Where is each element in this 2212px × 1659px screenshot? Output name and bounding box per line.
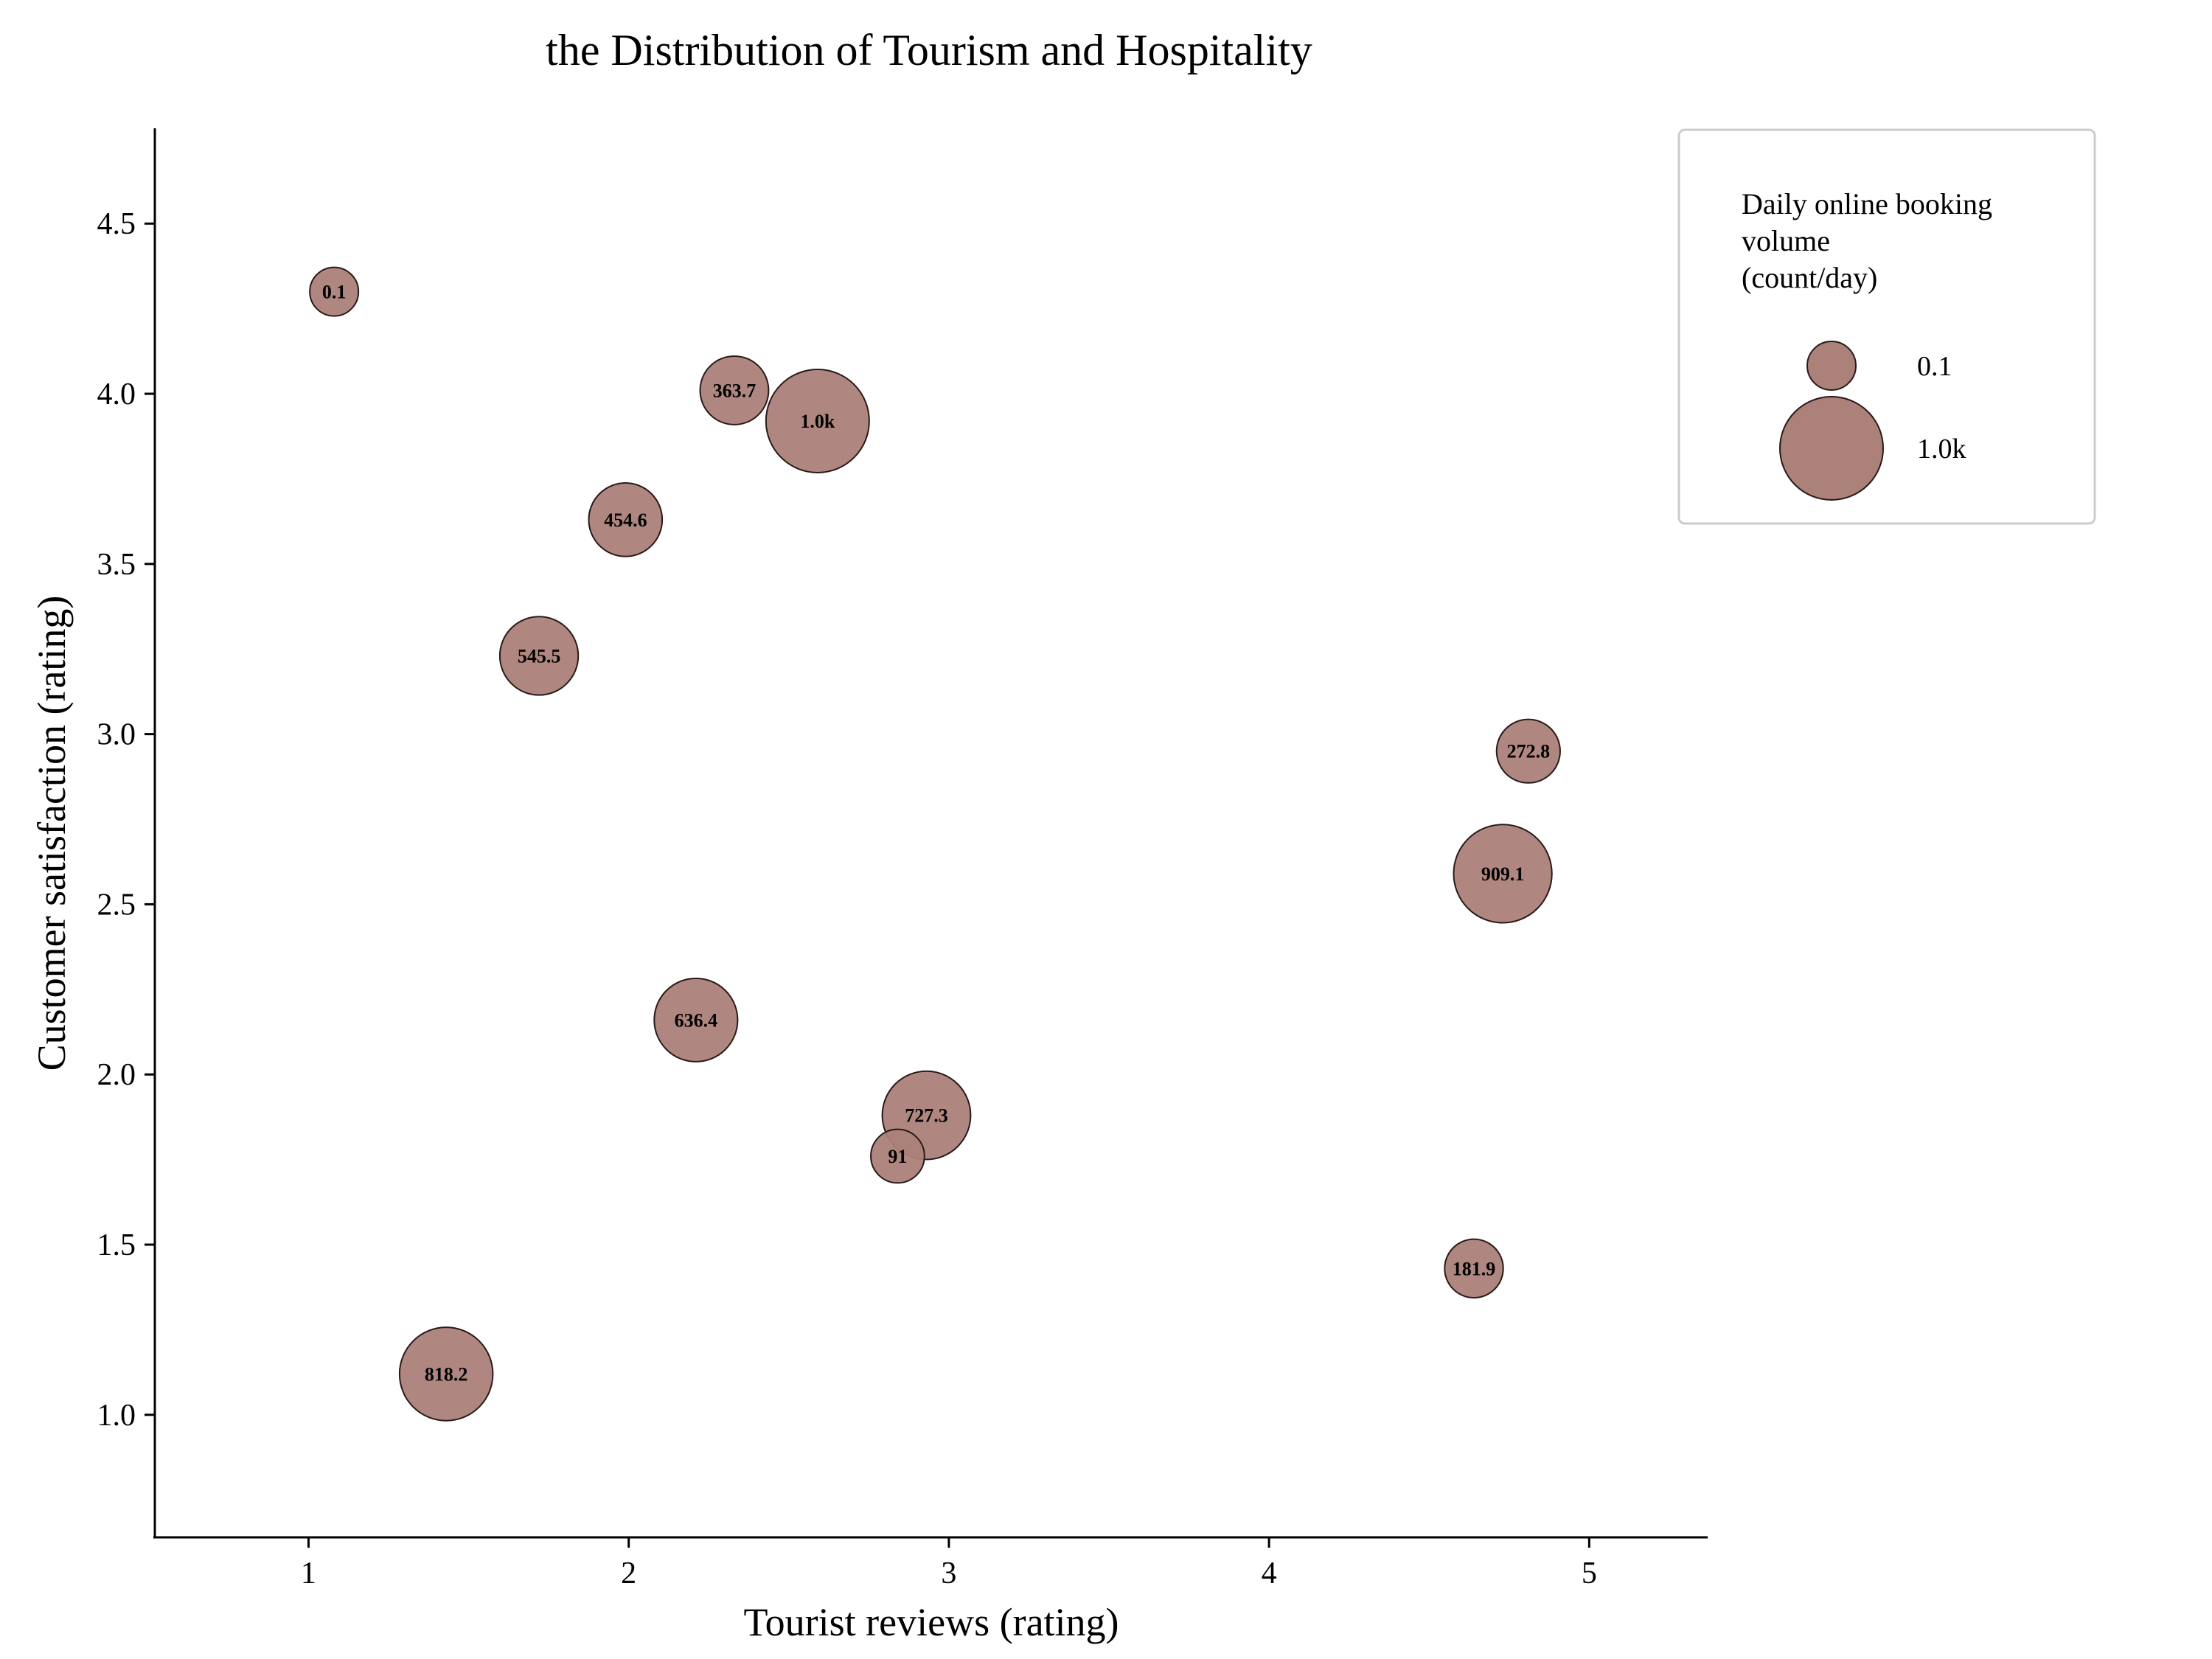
y-axis-label: Customer satisfaction (rating): [29, 596, 74, 1071]
legend-item-label: 1.0k: [1917, 434, 1966, 465]
legend: Daily online booking volume (count/day) …: [1677, 128, 2096, 525]
y-ticks: 1.0 1.5 2.0 2.5 3.0 3.5 4.0 4.5: [97, 207, 155, 1433]
bubble-data-label: 818.2: [425, 1363, 468, 1385]
legend-items: 0.1 1.0k: [1779, 341, 1966, 501]
bubble-point: [588, 482, 664, 557]
bubble-point: [870, 1128, 925, 1184]
y-tick-label: 1.5: [97, 1228, 136, 1262]
bubble-series: 1.0k 909.1 818.2 727.3 636.4 545.5 454.6 363.7 2…: [309, 266, 1561, 1422]
bubble-point: [765, 368, 870, 473]
bubble-point: [699, 355, 770, 425]
bubble-data-label: 1.0k: [800, 411, 835, 432]
bubble-data-label: 727.3: [905, 1105, 948, 1127]
x-tick-label: 1: [301, 1557, 316, 1590]
bubble-point: [309, 266, 360, 317]
bubble-point: [1495, 718, 1561, 784]
y-tick-label: 3.5: [97, 548, 136, 582]
legend-bubble: [1806, 341, 1857, 391]
x-ticks: 1 2 3 4 5: [301, 1537, 1597, 1590]
chart-title: the Distribution of Tourism and Hospital…: [546, 26, 1312, 74]
y-tick-label: 3.0: [97, 718, 136, 752]
legend-title-line-3: (count/day): [1742, 261, 1877, 294]
bubble-point: [1453, 824, 1553, 924]
bubble-data-label: 909.1: [1481, 863, 1525, 885]
x-tick-label: 3: [941, 1557, 956, 1590]
bubble-data-label: 545.5: [518, 645, 561, 667]
bubble-point: [498, 616, 580, 696]
legend-box: [1677, 128, 2096, 525]
bubble-data-label: 454.6: [604, 509, 647, 531]
bubble-point: [1444, 1238, 1504, 1299]
y-tick-label: 2.5: [97, 888, 136, 922]
bubble-data-label: 272.8: [1507, 741, 1551, 762]
legend-title-line-1: Daily online booking: [1742, 187, 1992, 220]
x-tick-label: 5: [1582, 1557, 1597, 1590]
y-tick-label: 4.0: [97, 378, 136, 411]
bubble-data-label: 0.1: [322, 282, 347, 303]
legend-bubble: [1779, 396, 1884, 501]
y-tick-label: 4.5: [97, 207, 136, 241]
legend-item-label: 0.1: [1917, 351, 1952, 382]
legend-title-line-2: volume: [1742, 224, 1830, 257]
axes: 1 2 3 4 5 1.0 1.5 2.0 2.5 3.0 3.5 4.0 4.5: [97, 128, 1708, 1590]
bubble-point: [653, 977, 739, 1062]
bubble-data-label: 91: [888, 1146, 907, 1167]
bubble-data-label: 363.7: [713, 380, 757, 401]
bubble-data-label: 181.9: [1453, 1258, 1496, 1279]
x-axis-label: Tourist reviews (rating): [743, 1600, 1119, 1644]
x-tick-label: 2: [621, 1557, 636, 1590]
x-tick-label: 4: [1262, 1557, 1277, 1590]
y-tick-label: 1.0: [97, 1399, 136, 1433]
bubble-point: [398, 1326, 494, 1422]
bubble-data-label: 636.4: [675, 1009, 718, 1031]
legend-title: Daily online booking volume (count/day): [1742, 187, 2000, 294]
y-tick-label: 2.0: [97, 1058, 136, 1092]
